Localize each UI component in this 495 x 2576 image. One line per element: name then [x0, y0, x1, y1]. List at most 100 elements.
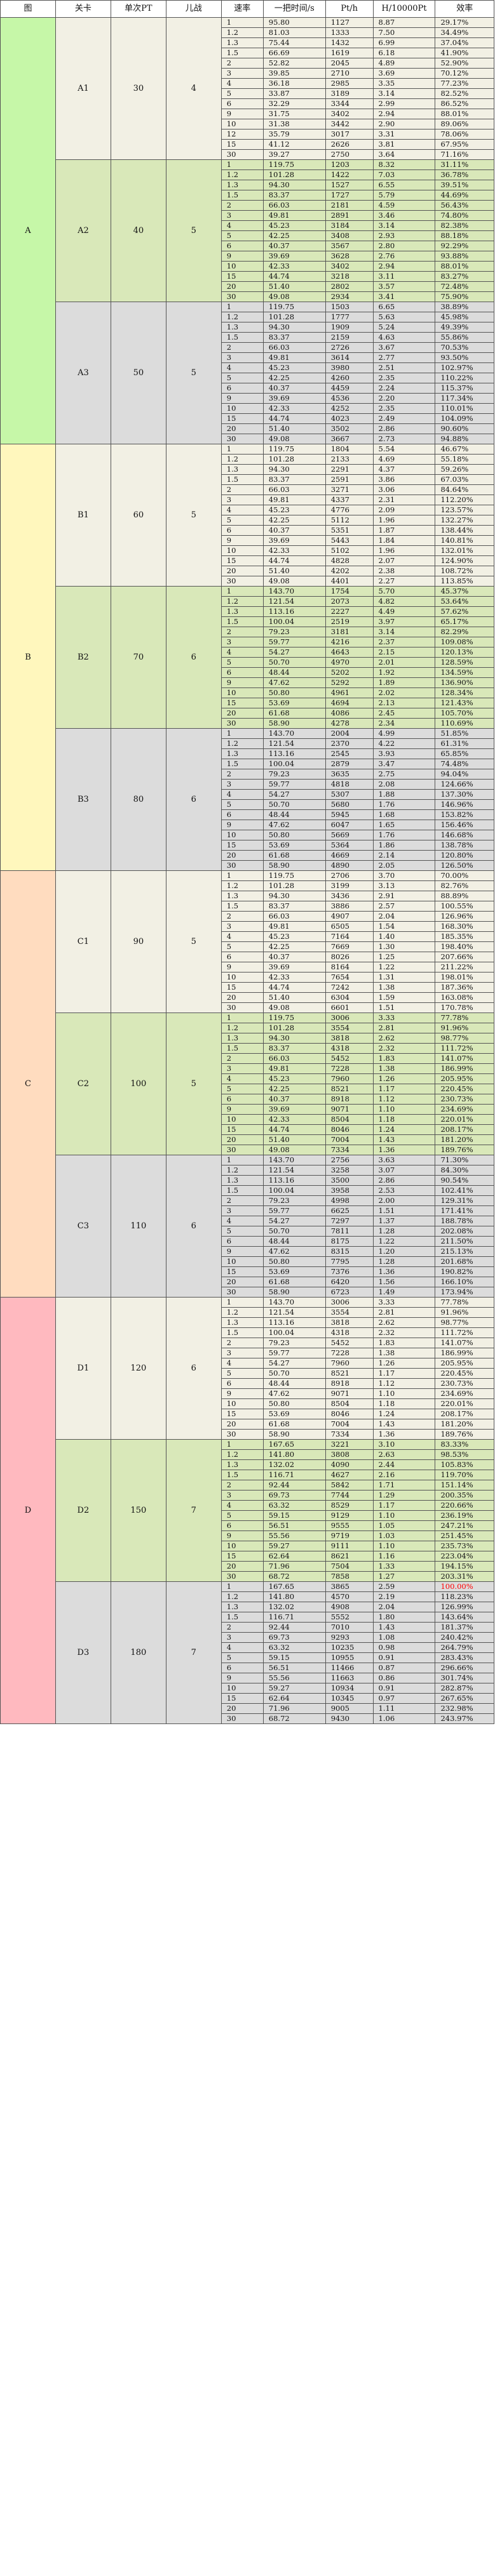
- time-cell: 42.33: [262, 972, 326, 983]
- pt-per-hour-cell: 4023: [325, 413, 374, 424]
- time-cell: 59.77: [262, 1348, 326, 1358]
- rate-cell: 5: [220, 657, 264, 668]
- hours-per-10000-cell: 0.97: [372, 1693, 436, 1704]
- hours-per-10000-cell: 0.87: [372, 1663, 436, 1673]
- efficiency-cell: 215.13%: [435, 1246, 494, 1257]
- hours-per-10000-cell: 1.18: [372, 1114, 436, 1125]
- hours-per-10000-cell: 2.99: [372, 98, 436, 109]
- time-cell: 49.08: [262, 1002, 326, 1013]
- efficiency-cell: 205.95%: [435, 1358, 494, 1369]
- efficiency-cell: 55.18%: [435, 454, 494, 465]
- pt-per-hour-cell: 5292: [325, 677, 374, 688]
- rate-cell: 1: [220, 17, 264, 28]
- pt-per-hour-cell: 4627: [325, 1470, 374, 1480]
- pt-per-hour-cell: 3442: [325, 119, 374, 129]
- table-row: 6 48.44 5945 1.68 153.82%: [1, 809, 494, 820]
- time-cell: 31.75: [262, 109, 326, 119]
- pt-per-hour-cell: 4818: [325, 779, 374, 790]
- rate-cell: 30: [220, 718, 264, 729]
- rate-cell: 3: [220, 495, 264, 505]
- efficiency-cell: 90.60%: [435, 423, 494, 434]
- efficiency-cell: 90.54%: [435, 1175, 494, 1186]
- table-row: 20 61.68 7004 1.43 181.20%: [1, 1419, 494, 1430]
- rate-cell: 5: [220, 88, 264, 99]
- level-name-cell: D3: [55, 1581, 111, 1724]
- efficiency-cell: 45.37%: [435, 586, 494, 597]
- time-cell: 100.04: [262, 616, 326, 627]
- rate-cell: 1: [220, 586, 264, 597]
- pt-per-hour-cell: 6601: [325, 1002, 374, 1013]
- hours-per-10000-cell: 2.94: [372, 261, 436, 272]
- efficiency-cell: 146.68%: [435, 830, 494, 840]
- rate-cell: 2: [220, 1338, 264, 1348]
- pt-per-hour-cell: 3865: [325, 1581, 374, 1592]
- pt-per-hour-cell: 3344: [325, 98, 374, 109]
- efficiency-cell: 89.06%: [435, 119, 494, 129]
- table-row: 3 59.77 6625 1.51 171.41%: [1, 1205, 494, 1216]
- time-cell: 113.16: [262, 1175, 326, 1186]
- rate-cell: 6: [220, 383, 264, 394]
- pt-per-hour-cell: 3221: [325, 1439, 374, 1450]
- hours-per-10000-cell: 4.59: [372, 200, 436, 211]
- hours-per-10000-cell: 1.84: [372, 535, 436, 546]
- hours-per-10000-cell: 1.10: [372, 1541, 436, 1551]
- kids-count-cell: 6: [165, 728, 222, 871]
- time-cell: 116.71: [262, 1612, 326, 1623]
- time-cell: 59.27: [262, 1541, 326, 1551]
- pt-per-hour-cell: 5452: [325, 1053, 374, 1064]
- time-cell: 47.62: [262, 1246, 326, 1257]
- time-cell: 56.51: [262, 1663, 326, 1673]
- table-row: 30 68.72 7858 1.27 203.31%: [1, 1571, 494, 1582]
- efficiency-cell: 128.34%: [435, 687, 494, 698]
- table-row: 3 49.81 2891 3.46 74.80%: [1, 210, 494, 221]
- time-cell: 143.70: [262, 728, 326, 739]
- pt-per-hour-cell: 2802: [325, 281, 374, 292]
- rate-cell: 4: [220, 647, 264, 658]
- pt-per-hour-cell: 5307: [325, 789, 374, 800]
- rate-cell: 4: [220, 1642, 264, 1653]
- pt-per-hour-cell: 4643: [325, 647, 374, 658]
- hours-per-10000-cell: 1.27: [372, 1571, 436, 1582]
- hours-per-10000-cell: 4.37: [372, 464, 436, 475]
- efficiency-cell: 67.03%: [435, 474, 494, 485]
- table-row: 5 42.25 7669 1.30 198.40%: [1, 941, 494, 952]
- rate-cell: 9: [220, 1388, 264, 1399]
- hours-per-10000-cell: 1.87: [372, 525, 436, 536]
- pt-per-hour-cell: 8504: [325, 1114, 374, 1125]
- time-cell: 50.70: [262, 657, 326, 668]
- time-cell: 119.75: [262, 870, 326, 881]
- time-cell: 42.25: [262, 1084, 326, 1094]
- hours-per-10000-cell: 2.15: [372, 647, 436, 658]
- pt-per-hour-cell: 4961: [325, 687, 374, 698]
- rate-cell: 10: [220, 119, 264, 129]
- rate-cell: 1: [220, 728, 264, 739]
- efficiency-cell: 156.46%: [435, 820, 494, 830]
- table-row: 6 48.44 8175 1.22 211.50%: [1, 1236, 494, 1247]
- single-pt-cell: 100: [110, 1012, 166, 1155]
- efficiency-cell: 296.66%: [435, 1663, 494, 1673]
- pt-per-hour-cell: 4337: [325, 495, 374, 505]
- pt-per-hour-cell: 7334: [325, 1145, 374, 1155]
- table-row: D D1 120 6 1 143.70 3006 3.33 77.78%: [0, 1297, 494, 1724]
- kids-count-cell: 6: [165, 586, 222, 729]
- pt-per-hour-cell: 3500: [325, 1175, 374, 1186]
- pt-per-hour-cell: 2756: [325, 1155, 374, 1165]
- pt-per-hour-cell: 2879: [325, 759, 374, 769]
- pt-per-hour-cell: 2519: [325, 616, 374, 627]
- pt-per-hour-cell: 3818: [325, 1317, 374, 1328]
- time-cell: 50.80: [262, 1256, 326, 1267]
- time-cell: 40.37: [262, 952, 326, 962]
- efficiency-cell: 110.01%: [435, 403, 494, 414]
- efficiency-cell: 34.49%: [435, 27, 494, 38]
- efficiency-cell: 45.98%: [435, 312, 494, 322]
- rate-cell: 2: [220, 484, 264, 495]
- efficiency-cell: 84.30%: [435, 1165, 494, 1176]
- rate-cell: 6: [220, 1378, 264, 1389]
- hours-per-10000-cell: 1.10: [372, 1388, 436, 1399]
- hours-per-10000-cell: 2.38: [372, 566, 436, 576]
- pt-per-hour-cell: 8504: [325, 1398, 374, 1409]
- efficiency-cell: 115.37%: [435, 383, 494, 394]
- efficiency-cell: 92.29%: [435, 241, 494, 251]
- time-cell: 44.74: [262, 555, 326, 566]
- efficiency-cell: 70.12%: [435, 68, 494, 79]
